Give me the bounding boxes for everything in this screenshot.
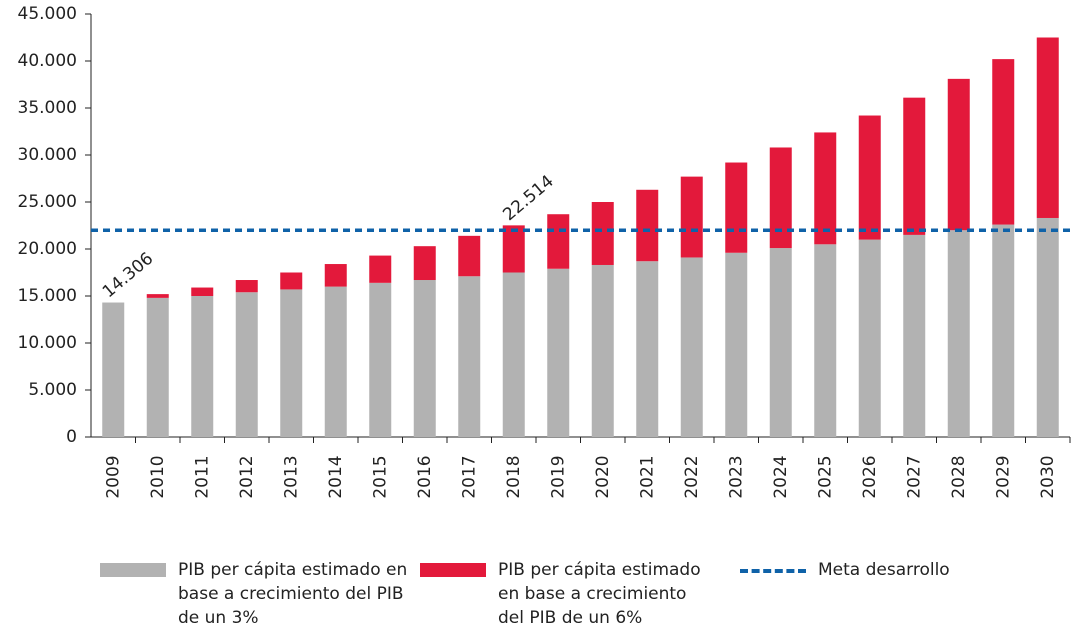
bar-segment bbox=[235, 292, 258, 437]
x-tick-label: 2012 bbox=[237, 455, 257, 498]
x-tick-label: 2029 bbox=[993, 455, 1013, 498]
bar-segment bbox=[235, 280, 258, 293]
legend-swatch bbox=[100, 563, 166, 577]
x-tick-label: 2011 bbox=[192, 455, 212, 498]
x-tick-label: 2028 bbox=[949, 455, 969, 498]
bar-segment bbox=[324, 264, 347, 287]
bar-segment bbox=[191, 287, 214, 296]
bar-segment bbox=[458, 235, 481, 277]
x-tick-label: 2016 bbox=[415, 455, 435, 498]
bar-segment bbox=[814, 132, 837, 245]
legend-item: Meta desarrollo bbox=[740, 558, 1040, 582]
bar-segment bbox=[591, 264, 614, 437]
legend-swatch bbox=[420, 563, 486, 577]
legend-item: PIB per cápita estimado en base a crecim… bbox=[420, 558, 720, 630]
legend-item: PIB per cápita estimado en base a crecim… bbox=[100, 558, 420, 630]
y-tick-label: 0 bbox=[66, 427, 77, 447]
x-tick-label: 2020 bbox=[593, 455, 613, 498]
x-tick-label: 2009 bbox=[103, 455, 123, 498]
bar-segment bbox=[547, 268, 570, 437]
bar-segment bbox=[947, 230, 970, 437]
y-tick-label: 45.000 bbox=[18, 4, 77, 24]
x-tick-label: 2030 bbox=[1038, 455, 1058, 498]
bar-segment bbox=[547, 214, 570, 269]
bar-segment bbox=[858, 115, 881, 240]
y-tick-label: 20.000 bbox=[18, 239, 77, 259]
bar-segment bbox=[725, 252, 748, 437]
bar-segment bbox=[903, 97, 926, 235]
y-tick-label: 30.000 bbox=[18, 145, 77, 165]
bar-segment bbox=[324, 286, 347, 437]
y-tick-label: 35.000 bbox=[18, 98, 77, 118]
x-tick-label: 2010 bbox=[148, 455, 168, 498]
bar-segment bbox=[903, 234, 926, 437]
y-tick-label: 25.000 bbox=[18, 192, 77, 212]
y-tick-label: 15.000 bbox=[18, 286, 77, 306]
bar-segment bbox=[680, 257, 703, 437]
bar-segment bbox=[992, 224, 1015, 437]
y-tick-label: 40.000 bbox=[18, 51, 77, 71]
bar-segment bbox=[992, 59, 1015, 225]
x-tick-label: 2014 bbox=[326, 455, 346, 498]
x-tick-label: 2015 bbox=[370, 455, 390, 498]
y-tick-label: 10.000 bbox=[18, 333, 77, 353]
x-tick-label: 2017 bbox=[459, 455, 479, 498]
bar-segment bbox=[725, 162, 748, 253]
bar-segment bbox=[591, 202, 614, 265]
legend-label: PIB per cápita estimado en base a crecim… bbox=[498, 560, 701, 628]
chart: 0 5.000 10.000 15.000 20.000 25.000 30.000 35.0… bbox=[18, 4, 1071, 499]
bar-segment bbox=[102, 302, 125, 437]
x-tick-label: 2019 bbox=[548, 455, 568, 498]
x-tick-label: 2021 bbox=[637, 455, 657, 498]
bar-segment bbox=[1036, 217, 1059, 437]
legend-label: Meta desarrollo bbox=[818, 560, 950, 580]
bar-segment bbox=[369, 255, 392, 283]
bar-segment bbox=[146, 297, 169, 437]
bar-segment bbox=[814, 244, 837, 437]
bar-segment bbox=[858, 239, 881, 437]
x-tick-label: 2026 bbox=[860, 455, 880, 498]
bar-segment bbox=[636, 261, 659, 437]
legend-label: PIB per cápita estimado en base a crecim… bbox=[178, 560, 408, 628]
bar-segment bbox=[502, 272, 525, 437]
bar-segment bbox=[947, 78, 970, 231]
bar-segment bbox=[680, 176, 703, 258]
bar-segment bbox=[413, 280, 436, 437]
legend-swatch bbox=[740, 569, 806, 573]
bar-segment bbox=[636, 189, 659, 262]
x-tick-label: 2024 bbox=[771, 455, 791, 498]
x-tick-label: 2023 bbox=[726, 455, 746, 498]
y-tick-label: 5.000 bbox=[28, 380, 77, 400]
x-tick-label: 2022 bbox=[682, 455, 702, 498]
bar-segment bbox=[769, 248, 792, 437]
bar-segment bbox=[146, 294, 169, 298]
bar-segment bbox=[280, 272, 303, 290]
bar-segment bbox=[502, 225, 525, 273]
bar-segment bbox=[1036, 37, 1059, 218]
bar-segment bbox=[191, 296, 214, 437]
bar-segment bbox=[369, 282, 392, 437]
x-tick-label: 2027 bbox=[904, 455, 924, 498]
bar-segment bbox=[413, 246, 436, 281]
x-tick-label: 2013 bbox=[281, 455, 301, 498]
x-tick-label: 2025 bbox=[815, 455, 835, 498]
bar-segment bbox=[280, 289, 303, 437]
bar-segment bbox=[458, 276, 481, 437]
x-tick-label: 2018 bbox=[504, 455, 524, 498]
bar-segment bbox=[769, 147, 792, 249]
